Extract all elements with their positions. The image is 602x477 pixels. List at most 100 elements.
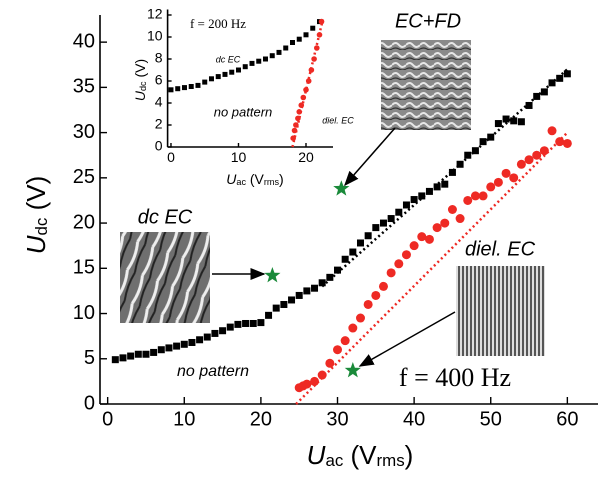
point <box>524 155 534 165</box>
point <box>181 85 187 91</box>
point <box>325 358 335 368</box>
point <box>283 45 289 51</box>
label-part: U <box>307 440 326 470</box>
point <box>386 268 396 278</box>
point <box>265 311 273 319</box>
point <box>180 340 188 348</box>
annotation: no pattern <box>177 363 249 380</box>
point <box>501 168 511 178</box>
point <box>272 304 280 312</box>
label-part: (V) <box>132 59 148 82</box>
point <box>417 232 427 242</box>
y-tick-label: 6 <box>155 72 163 88</box>
point <box>157 346 165 354</box>
y-tick-label: 4 <box>155 94 163 110</box>
point <box>547 126 557 136</box>
point <box>235 67 241 73</box>
point <box>150 348 158 356</box>
point <box>349 248 357 256</box>
point <box>222 71 228 77</box>
point <box>447 205 457 214</box>
point <box>379 219 387 227</box>
star-point <box>344 362 361 378</box>
label-part: (V) <box>21 176 51 218</box>
label-part: ) <box>405 440 414 470</box>
point <box>311 284 319 292</box>
label-part: dc <box>32 218 51 236</box>
y-label: Udc (V) <box>21 176 51 255</box>
y-tick-label: 35 <box>73 76 95 98</box>
point <box>341 255 349 263</box>
point <box>539 146 549 156</box>
label-part: (V <box>343 440 377 470</box>
point <box>295 291 303 299</box>
y-tick-label: 10 <box>147 28 163 44</box>
label-part: U <box>132 90 148 101</box>
point <box>355 313 365 323</box>
annotation: f = 200 Hz <box>190 16 246 31</box>
x-tick-label: 20 <box>298 149 314 165</box>
x-label: Uac (Vrms) <box>226 171 283 187</box>
point <box>196 336 204 344</box>
annotation: no pattern <box>214 104 273 119</box>
point <box>142 350 150 358</box>
point <box>188 84 194 89</box>
point <box>326 273 334 281</box>
point <box>127 352 135 360</box>
point <box>464 151 472 159</box>
point <box>517 118 525 126</box>
point <box>333 345 343 355</box>
point <box>510 117 518 125</box>
point <box>226 323 234 331</box>
fit-line <box>291 19 325 148</box>
point <box>188 338 196 346</box>
diel-ec-image <box>456 266 545 356</box>
x-tick-label: 10 <box>173 408 195 430</box>
point <box>303 32 309 38</box>
point <box>509 173 519 183</box>
annotation: diel. EC <box>322 115 354 125</box>
y-tick-label: 8 <box>155 50 163 66</box>
point <box>269 53 275 59</box>
y-label: Udc (V) <box>132 59 148 101</box>
point <box>303 287 311 295</box>
x-tick-label: 30 <box>326 408 348 430</box>
point <box>134 350 142 358</box>
point <box>463 195 473 205</box>
point <box>173 342 181 350</box>
point <box>486 182 496 192</box>
point <box>168 87 174 93</box>
y-tick-label: 0 <box>84 392 95 414</box>
label-part: U <box>226 171 237 187</box>
point <box>540 88 548 96</box>
x-tick-label: 40 <box>403 408 425 430</box>
label-part: rms <box>377 451 405 470</box>
point <box>111 356 119 364</box>
point <box>448 168 456 176</box>
point <box>203 333 211 341</box>
point <box>401 250 411 260</box>
x-label: Uac (Vrms) <box>307 440 414 470</box>
y-tick-label: 12 <box>147 6 163 22</box>
y-tick-label: 0 <box>155 138 163 154</box>
point <box>234 320 242 328</box>
point <box>433 183 441 191</box>
point <box>563 70 571 78</box>
y-tick-label: 15 <box>73 257 95 279</box>
point <box>455 214 465 224</box>
point <box>479 138 487 146</box>
x-tick-label: 20 <box>250 408 272 430</box>
point <box>310 25 316 31</box>
x-tick-label: 0 <box>167 149 175 165</box>
label-part: (V <box>246 171 265 187</box>
point <box>262 56 268 62</box>
point <box>395 208 403 216</box>
x-tick-label: 0 <box>102 408 113 430</box>
point <box>556 74 564 82</box>
label-part: dc <box>138 81 148 91</box>
fit-line <box>295 131 569 405</box>
point <box>470 191 480 201</box>
point <box>371 290 381 300</box>
point <box>242 319 250 327</box>
point <box>202 79 208 85</box>
